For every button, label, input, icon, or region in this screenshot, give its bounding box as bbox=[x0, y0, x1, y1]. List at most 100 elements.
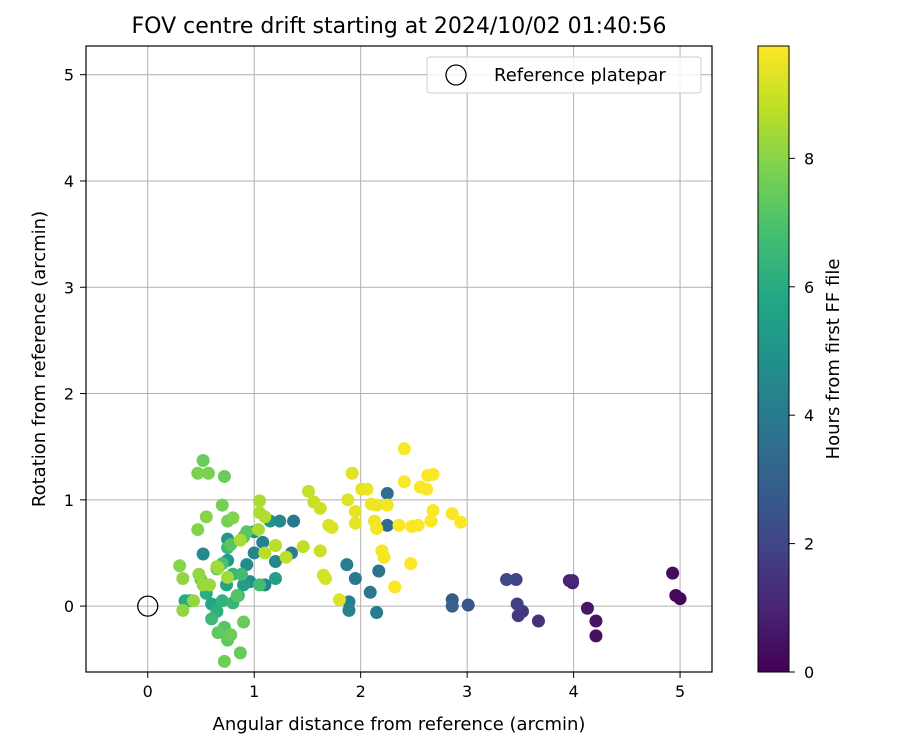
data-point bbox=[426, 503, 440, 517]
colorbar-ticks: 0 2 4 6 8 bbox=[789, 149, 814, 682]
data-point bbox=[348, 505, 362, 519]
data-point bbox=[258, 510, 272, 524]
colorbar-tick-label: 8 bbox=[804, 149, 814, 168]
data-point bbox=[176, 603, 190, 617]
data-point bbox=[404, 557, 418, 571]
y-axis-label: Rotation from reference (arcmin) bbox=[29, 211, 50, 507]
data-point bbox=[191, 466, 205, 480]
grid bbox=[86, 46, 712, 672]
data-point bbox=[211, 626, 225, 640]
legend-marker-reference bbox=[445, 64, 467, 86]
axis-ticks: 0 1 2 3 4 5 0 1 2 3 4 5 bbox=[64, 66, 685, 701]
data-point bbox=[370, 498, 384, 512]
data-point bbox=[202, 578, 216, 592]
data-point bbox=[392, 518, 406, 532]
chart-title: FOV centre drift starting at 2024/10/02 … bbox=[132, 14, 667, 39]
data-point bbox=[176, 571, 190, 585]
data-point bbox=[199, 510, 213, 524]
data-point bbox=[340, 558, 354, 572]
colorbar: 0 2 4 6 8 Hours from first FF file bbox=[757, 45, 844, 682]
data-point bbox=[345, 466, 359, 480]
data-point bbox=[196, 547, 210, 561]
data-points bbox=[173, 442, 687, 668]
data-point bbox=[666, 566, 680, 580]
data-point bbox=[269, 539, 283, 553]
data-point bbox=[566, 574, 580, 588]
colorbar-gradient bbox=[757, 45, 790, 673]
data-point bbox=[341, 493, 355, 507]
data-point bbox=[191, 523, 205, 537]
plot-area bbox=[86, 46, 712, 672]
data-point bbox=[342, 603, 356, 617]
data-point bbox=[196, 453, 210, 467]
data-point bbox=[370, 605, 384, 619]
x-tick-label: 4 bbox=[569, 682, 579, 701]
data-point bbox=[192, 567, 206, 581]
x-tick-label: 3 bbox=[462, 682, 472, 701]
data-point bbox=[325, 520, 339, 534]
data-point bbox=[363, 585, 377, 599]
legend: Reference platepar bbox=[426, 56, 702, 94]
data-point bbox=[313, 501, 327, 515]
data-point bbox=[251, 523, 265, 537]
data-point bbox=[201, 466, 215, 480]
data-point bbox=[230, 588, 244, 602]
data-point bbox=[348, 571, 362, 585]
data-point bbox=[237, 578, 251, 592]
data-point bbox=[589, 614, 603, 628]
data-point bbox=[380, 498, 394, 512]
data-point bbox=[253, 494, 267, 508]
data-point bbox=[380, 486, 394, 500]
colorbar-tick-label: 4 bbox=[804, 406, 814, 425]
data-point bbox=[669, 588, 683, 602]
reference-marker-layer bbox=[137, 595, 159, 617]
y-tick-label: 5 bbox=[64, 66, 74, 85]
data-point bbox=[313, 544, 327, 558]
data-point bbox=[258, 546, 272, 560]
y-tick-label: 0 bbox=[64, 597, 74, 616]
data-point bbox=[247, 546, 261, 560]
data-point bbox=[273, 514, 287, 528]
data-point bbox=[269, 554, 283, 568]
colorbar-tick-label: 6 bbox=[804, 278, 814, 297]
data-point bbox=[319, 571, 333, 585]
data-point bbox=[589, 629, 603, 643]
x-axis-label: Angular distance from reference (arcmin) bbox=[213, 714, 586, 735]
y-tick-label: 1 bbox=[64, 491, 74, 510]
colorbar-label: Hours from first FF file bbox=[823, 259, 844, 460]
data-point bbox=[205, 612, 219, 626]
data-point bbox=[226, 511, 240, 525]
y-tick-label: 2 bbox=[64, 385, 74, 404]
legend-label-reference: Reference platepar bbox=[494, 65, 666, 86]
x-tick-label: 5 bbox=[675, 682, 685, 701]
data-point bbox=[426, 467, 440, 481]
data-point bbox=[380, 518, 394, 532]
data-point bbox=[237, 615, 251, 629]
x-tick-label: 2 bbox=[356, 682, 366, 701]
legend-box bbox=[426, 56, 702, 94]
data-point bbox=[348, 516, 362, 530]
data-point bbox=[332, 593, 346, 607]
plot-frame bbox=[85, 45, 713, 673]
data-point bbox=[215, 498, 229, 512]
x-tick-label: 1 bbox=[249, 682, 259, 701]
data-point bbox=[500, 573, 514, 587]
data-point bbox=[302, 484, 316, 498]
data-point bbox=[269, 571, 283, 585]
data-point bbox=[372, 564, 386, 578]
data-point bbox=[234, 567, 248, 581]
data-point bbox=[253, 578, 267, 592]
data-point bbox=[360, 482, 374, 496]
x-tick-label: 0 bbox=[143, 682, 153, 701]
data-point bbox=[217, 654, 231, 668]
data-point bbox=[509, 573, 523, 587]
data-point bbox=[531, 614, 545, 628]
data-point bbox=[510, 597, 524, 611]
data-point bbox=[224, 628, 238, 642]
data-point bbox=[233, 646, 247, 660]
data-point bbox=[256, 535, 270, 549]
data-point bbox=[215, 594, 229, 608]
data-point bbox=[454, 515, 468, 529]
data-point bbox=[211, 561, 225, 575]
